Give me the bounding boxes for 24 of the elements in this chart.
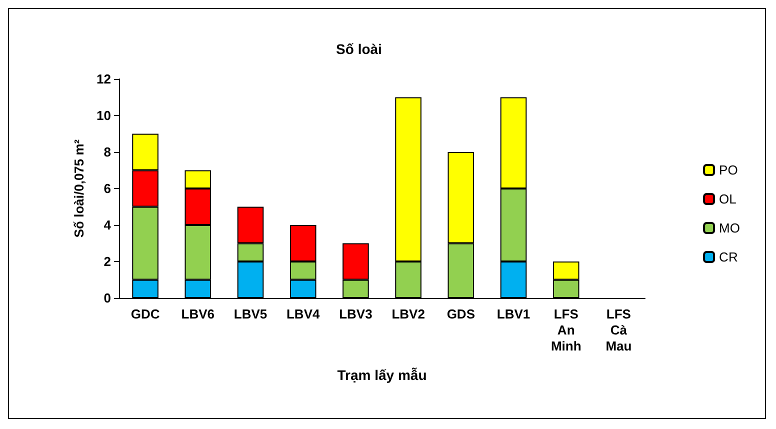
x-tick-label: GDC [130, 306, 160, 322]
x-tick-label: LFS An Minh [550, 306, 582, 354]
chart-title: Số loài [336, 41, 382, 57]
x-tick-label: LBV2 [392, 306, 425, 322]
legend-label: MO [719, 220, 740, 236]
y-tick-label: 12 [96, 72, 111, 86]
y-tick-label: 4 [104, 218, 112, 232]
x-tick-label: LBV5 [234, 306, 268, 322]
legend-label: OL [719, 192, 736, 206]
x-tick-label: LBV3 [339, 306, 372, 322]
y-tick-label: 0 [104, 290, 111, 306]
x-tick-label: LBV1 [496, 306, 530, 322]
legend-label: PO [719, 162, 738, 178]
x-axis-title: Trạm lấy mẫu [337, 367, 427, 383]
y-tick-label: 6 [104, 181, 111, 196]
x-tick-label: LBV6 [181, 306, 215, 322]
x-tick-label: LBV4 [286, 306, 320, 322]
y-tick-label: 2 [104, 254, 111, 269]
x-tick-label: GDS [446, 306, 476, 322]
y-tick-label: 10 [96, 108, 111, 123]
x-tick-label: LFS Cà Mau [606, 306, 632, 354]
legend-label: CR [719, 250, 738, 264]
y-tick-label: 8 [104, 144, 111, 160]
y-axis-title: Số loài/0,075 m² [72, 138, 87, 238]
